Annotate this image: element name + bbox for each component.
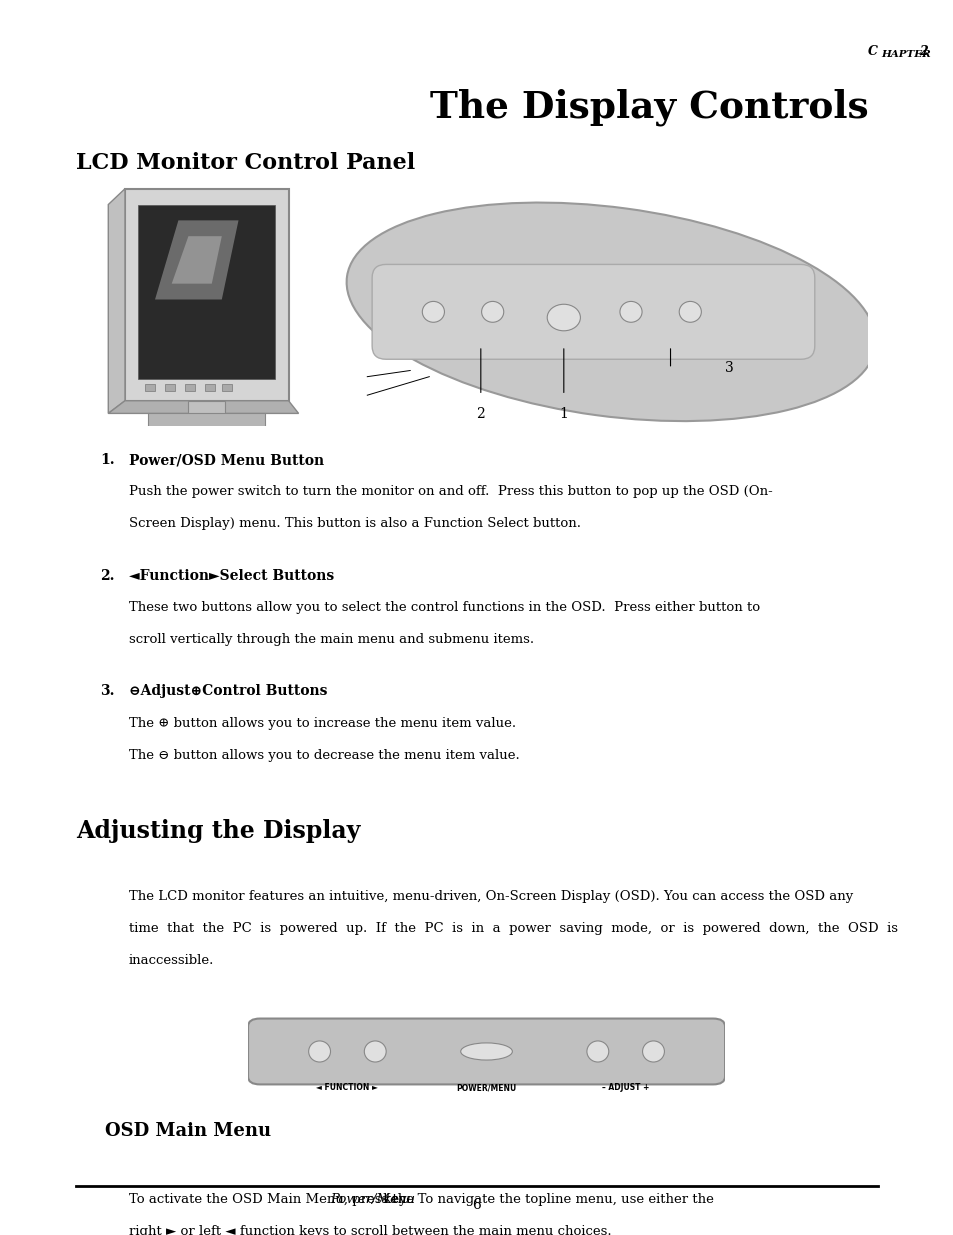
Ellipse shape: [364, 1041, 386, 1062]
Bar: [145, 384, 154, 391]
Text: The ⊖ button allows you to decrease the menu item value.: The ⊖ button allows you to decrease the …: [129, 748, 519, 762]
Ellipse shape: [679, 301, 700, 322]
Polygon shape: [154, 220, 238, 300]
Text: The LCD monitor features an intuitive, menu-driven, On-Screen Display (OSD). You: The LCD monitor features an intuitive, m…: [129, 890, 852, 903]
Ellipse shape: [422, 301, 444, 322]
Polygon shape: [138, 205, 274, 379]
Text: Push the power switch to turn the monitor on and off.  Press this button to pop : Push the power switch to turn the monito…: [129, 485, 772, 499]
Polygon shape: [172, 236, 221, 284]
Polygon shape: [188, 400, 225, 422]
Text: POWER/MENU: POWER/MENU: [456, 1083, 517, 1092]
Polygon shape: [149, 414, 265, 430]
Text: 3.: 3.: [100, 684, 114, 699]
Text: 1: 1: [558, 406, 568, 421]
Ellipse shape: [619, 301, 641, 322]
Text: The ⊕ button allows you to increase the menu item value.: The ⊕ button allows you to increase the …: [129, 716, 516, 730]
Text: Power/Menu: Power/Menu: [330, 1193, 415, 1205]
Text: 6: 6: [472, 1198, 481, 1212]
Bar: [165, 384, 174, 391]
Ellipse shape: [547, 304, 579, 331]
Text: HAPTER: HAPTER: [881, 49, 930, 58]
Text: ⊖Adjust⊕Control Buttons: ⊖Adjust⊕Control Buttons: [129, 684, 327, 699]
Text: OSD Main Menu: OSD Main Menu: [105, 1121, 271, 1140]
Ellipse shape: [642, 1041, 663, 1062]
Text: To activate the OSD Main Menu, press the: To activate the OSD Main Menu, press the: [129, 1193, 417, 1205]
Text: scroll vertically through the main menu and submenu items.: scroll vertically through the main menu …: [129, 634, 534, 646]
Text: time  that  the  PC  is  powered  up.  If  the  PC  is  in  a  power  saving  mo: time that the PC is powered up. If the P…: [129, 923, 897, 935]
Text: ◄ FUNCTION ►: ◄ FUNCTION ►: [316, 1083, 378, 1092]
Text: The Display Controls: The Display Controls: [429, 89, 867, 126]
Ellipse shape: [460, 1042, 512, 1060]
Text: 3: 3: [724, 361, 734, 375]
FancyBboxPatch shape: [372, 264, 814, 359]
Text: Adjusting the Display: Adjusting the Display: [76, 819, 360, 844]
Text: inaccessible.: inaccessible.: [129, 955, 213, 967]
Text: Power/OSD Menu Button: Power/OSD Menu Button: [129, 453, 324, 467]
Polygon shape: [108, 189, 125, 414]
Text: These two buttons allow you to select the control functions in the OSD.  Press e: These two buttons allow you to select th…: [129, 601, 760, 614]
Ellipse shape: [481, 301, 503, 322]
Bar: [221, 384, 232, 391]
Bar: [185, 384, 194, 391]
Text: ◄Function►Select Buttons: ◄Function►Select Buttons: [129, 569, 334, 583]
Text: key.  To navigate the topline menu, use either the: key. To navigate the topline menu, use e…: [379, 1193, 714, 1205]
Text: 2: 2: [918, 44, 926, 58]
Polygon shape: [108, 400, 298, 414]
Text: 1.: 1.: [100, 453, 114, 467]
Text: LCD Monitor Control Panel: LCD Monitor Control Panel: [76, 152, 415, 174]
Text: Screen Display) menu. This button is also a Function Select button.: Screen Display) menu. This button is als…: [129, 517, 580, 531]
Text: 2.: 2.: [100, 569, 114, 583]
Ellipse shape: [346, 203, 875, 421]
FancyBboxPatch shape: [248, 1019, 724, 1084]
Text: 2: 2: [476, 406, 485, 421]
Polygon shape: [125, 189, 288, 400]
Text: – ADJUST +: – ADJUST +: [601, 1083, 649, 1092]
Ellipse shape: [309, 1041, 330, 1062]
Text: C: C: [867, 44, 877, 58]
Bar: [205, 384, 214, 391]
Ellipse shape: [586, 1041, 608, 1062]
Text: right ► or left ◄ function keys to scroll between the main menu choices.: right ► or left ◄ function keys to scrol…: [129, 1225, 611, 1235]
